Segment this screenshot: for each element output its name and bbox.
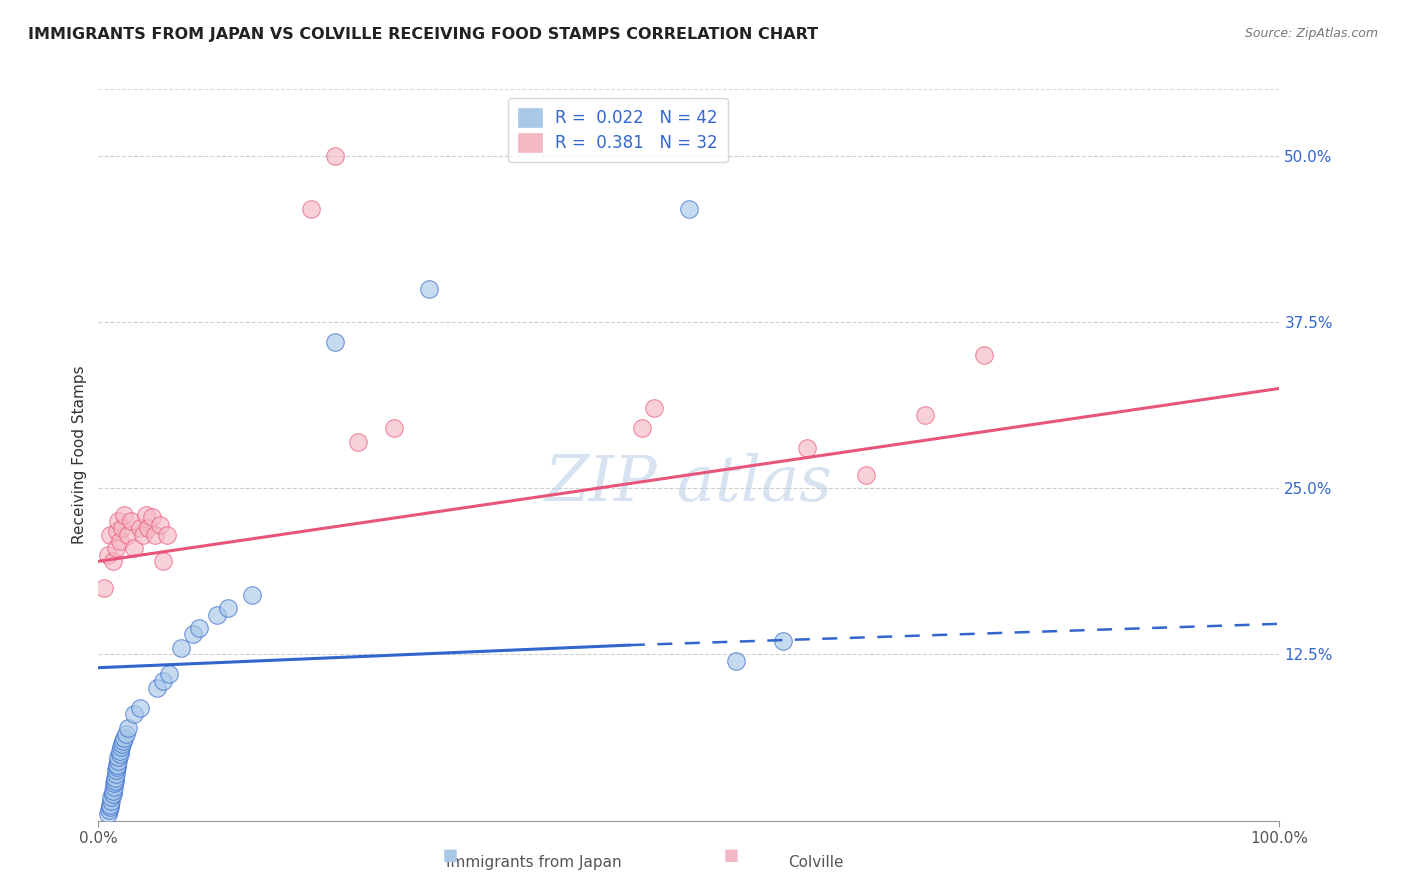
Point	[725, 654, 748, 668]
Text: Source: ZipAtlas.com: Source: ZipAtlas.com	[1244, 27, 1378, 40]
Point	[914, 408, 936, 422]
Point	[101, 784, 124, 798]
Text: IMMIGRANTS FROM JAPAN VS COLVILLE RECEIVING FOOD STAMPS CORRELATION CHART: IMMIGRANTS FROM JAPAN VS COLVILLE RECEIV…	[28, 27, 818, 42]
Point	[299, 202, 322, 216]
Point	[121, 515, 143, 529]
Point	[97, 807, 120, 822]
Point	[112, 731, 135, 746]
Point	[181, 627, 204, 641]
Point	[418, 282, 440, 296]
Point	[117, 721, 139, 735]
Legend: R =  0.022   N = 42, R =  0.381   N = 32: R = 0.022 N = 42, R = 0.381 N = 32	[509, 97, 728, 161]
Point	[107, 749, 129, 764]
Point	[643, 401, 665, 416]
Point	[157, 667, 180, 681]
Point	[108, 747, 131, 761]
Point	[122, 707, 145, 722]
Point	[128, 521, 150, 535]
Point	[323, 149, 346, 163]
Point	[323, 334, 346, 349]
Point	[101, 787, 124, 801]
Point	[135, 508, 157, 522]
Point	[149, 518, 172, 533]
Point	[105, 524, 128, 538]
Text: Immigrants from Japan: Immigrants from Japan	[447, 855, 621, 870]
Point	[108, 744, 131, 758]
Point	[97, 548, 120, 562]
Point	[122, 541, 145, 555]
Point	[105, 763, 128, 777]
Point	[382, 421, 405, 435]
Text: ZIP atlas: ZIP atlas	[546, 453, 832, 515]
Point	[217, 600, 239, 615]
Point	[105, 541, 128, 555]
Text: Colville: Colville	[787, 855, 844, 870]
Point	[678, 202, 700, 216]
Point	[98, 803, 121, 817]
Point	[100, 794, 122, 808]
Point	[104, 773, 127, 788]
Point	[100, 789, 122, 804]
Point	[136, 521, 159, 535]
Point	[101, 554, 124, 568]
Point	[141, 510, 163, 524]
Point	[117, 527, 139, 541]
Point	[105, 760, 128, 774]
Point	[111, 737, 134, 751]
Point	[347, 434, 370, 449]
Point	[112, 508, 135, 522]
Point	[973, 348, 995, 362]
Point	[104, 771, 127, 785]
Point	[143, 527, 166, 541]
Point	[630, 421, 652, 435]
Point	[132, 527, 155, 541]
Point	[111, 521, 134, 535]
Point	[152, 554, 174, 568]
Point	[156, 527, 179, 541]
Point	[105, 767, 128, 781]
Point	[98, 527, 121, 541]
Point	[98, 797, 121, 812]
Point	[187, 621, 209, 635]
Point	[146, 681, 169, 695]
Point	[98, 800, 121, 814]
Point	[796, 442, 818, 456]
Text: ▪: ▪	[723, 843, 740, 867]
Point	[110, 740, 132, 755]
Point	[107, 515, 129, 529]
Point	[108, 534, 131, 549]
Point	[170, 640, 193, 655]
Point	[152, 673, 174, 688]
Point	[107, 754, 129, 768]
Point	[128, 700, 150, 714]
Point	[855, 467, 877, 482]
Point	[93, 581, 115, 595]
Point	[103, 776, 125, 790]
Point	[103, 780, 125, 795]
Y-axis label: Receiving Food Stamps: Receiving Food Stamps	[72, 366, 87, 544]
Point	[772, 634, 794, 648]
Point	[240, 588, 263, 602]
Point	[112, 734, 135, 748]
Text: ▪: ▪	[441, 843, 458, 867]
Point	[205, 607, 228, 622]
Point	[105, 757, 128, 772]
Point	[114, 727, 136, 741]
